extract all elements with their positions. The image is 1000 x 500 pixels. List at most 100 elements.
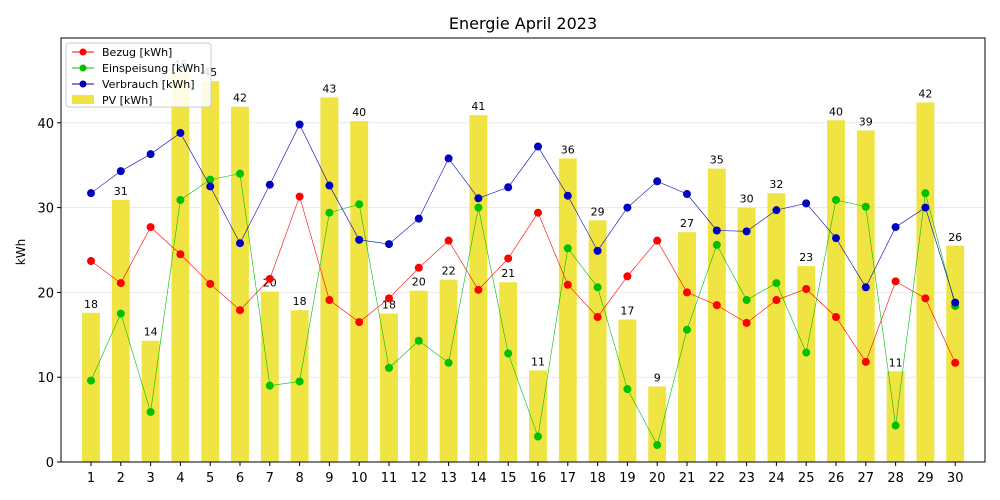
y-tick-label: 20 (37, 286, 54, 301)
x-tick-label: 17 (560, 471, 577, 486)
bar-value-label: 40 (352, 106, 366, 119)
series-point (355, 235, 364, 244)
series-point (861, 202, 870, 211)
series-point (921, 294, 930, 303)
series-point (265, 180, 274, 189)
plot-frame (60, 37, 986, 463)
legend-label: Einspeisung [kWh] (102, 62, 204, 75)
y-tick-label: 0 (46, 456, 54, 471)
legend-label: Bezug [kWh] (102, 46, 172, 59)
series-line (90, 123, 956, 303)
series-point (87, 189, 95, 198)
series-point (802, 285, 811, 294)
bar-value-label: 18 (293, 295, 307, 308)
series-point (772, 206, 781, 215)
pv-bar (82, 312, 100, 462)
x-tick-label: 7 (266, 471, 274, 486)
pv-bar (260, 291, 279, 462)
series-point (832, 234, 840, 243)
bar-value-label: 14 (144, 326, 158, 339)
pv-bar (231, 106, 249, 463)
series-point (176, 195, 185, 204)
legend-marker (79, 48, 87, 56)
series-point (504, 183, 513, 192)
series-point (87, 257, 95, 266)
pv-bar (290, 310, 309, 462)
bar-value-label: 29 (591, 205, 605, 218)
series-point (563, 280, 572, 289)
series-point (772, 279, 781, 288)
pv-bar (529, 370, 547, 462)
series-point (206, 279, 215, 288)
series-point (146, 223, 155, 232)
series-point (355, 200, 364, 209)
series-point (772, 296, 781, 305)
series-point (563, 191, 572, 200)
series-point (742, 318, 751, 327)
series-point (385, 240, 393, 249)
pv-bar (558, 158, 577, 462)
bar-value-label: 22 (442, 265, 456, 278)
series-point (623, 203, 632, 212)
series-point (802, 199, 811, 208)
x-tick-label: 19 (619, 471, 636, 486)
x-tick-label: 21 (679, 471, 696, 486)
series-point (325, 181, 334, 190)
series-point (623, 385, 632, 394)
series-point (861, 357, 870, 366)
bar-value-label: 17 (620, 305, 634, 318)
bar-value-label: 11 (889, 356, 903, 369)
bar-value-label: 43 (322, 82, 336, 95)
legend-label: PV [kWh] (102, 94, 152, 107)
pv-bar (201, 81, 220, 463)
series-point (206, 175, 215, 184)
y-tick-label: 40 (37, 117, 54, 132)
series-point (683, 325, 691, 334)
x-tick-label: 15 (500, 471, 517, 486)
pv-bar (767, 193, 786, 462)
series-point (712, 226, 721, 235)
series-point (534, 142, 542, 151)
series-point (593, 246, 602, 255)
series-point (236, 306, 244, 315)
series-point (265, 274, 274, 283)
bar-value-label: 39 (859, 115, 873, 128)
x-tick-label: 24 (768, 471, 785, 486)
series-point (146, 407, 155, 416)
x-tick-label: 2 (117, 471, 125, 486)
series-point (653, 441, 662, 450)
pv-bar (827, 120, 845, 463)
x-tick-label: 5 (206, 471, 214, 486)
series-point (593, 283, 602, 292)
bar-value-label: 35 (710, 154, 724, 167)
pv-bar (797, 266, 816, 462)
pv-bar (588, 220, 607, 462)
series-point (832, 195, 840, 204)
series-line (90, 173, 956, 446)
series-point (832, 312, 840, 321)
series-point (891, 277, 900, 286)
bar-value-label: 18 (382, 299, 396, 312)
series-point (325, 296, 334, 305)
series-point (414, 214, 423, 223)
series-point (802, 348, 811, 357)
x-tick-label: 27 (858, 471, 875, 486)
series-point (712, 301, 721, 310)
bar-value-label: 42 (233, 92, 247, 105)
series-point (236, 169, 244, 178)
series-point (891, 421, 900, 430)
series-point (921, 203, 930, 212)
pv-bar (439, 279, 458, 462)
x-tick-label: 18 (589, 471, 606, 486)
bar-value-label: 36 (561, 143, 575, 156)
series-point (444, 236, 453, 245)
series-point (206, 182, 215, 191)
x-tick-label: 25 (798, 471, 815, 486)
bar-value-label: 40 (829, 105, 843, 118)
series-point (87, 376, 95, 385)
series-point (236, 239, 244, 248)
bar-value-label: 9 (654, 372, 661, 385)
series-point (683, 190, 691, 199)
series-point (385, 294, 393, 303)
series-point (742, 296, 751, 305)
